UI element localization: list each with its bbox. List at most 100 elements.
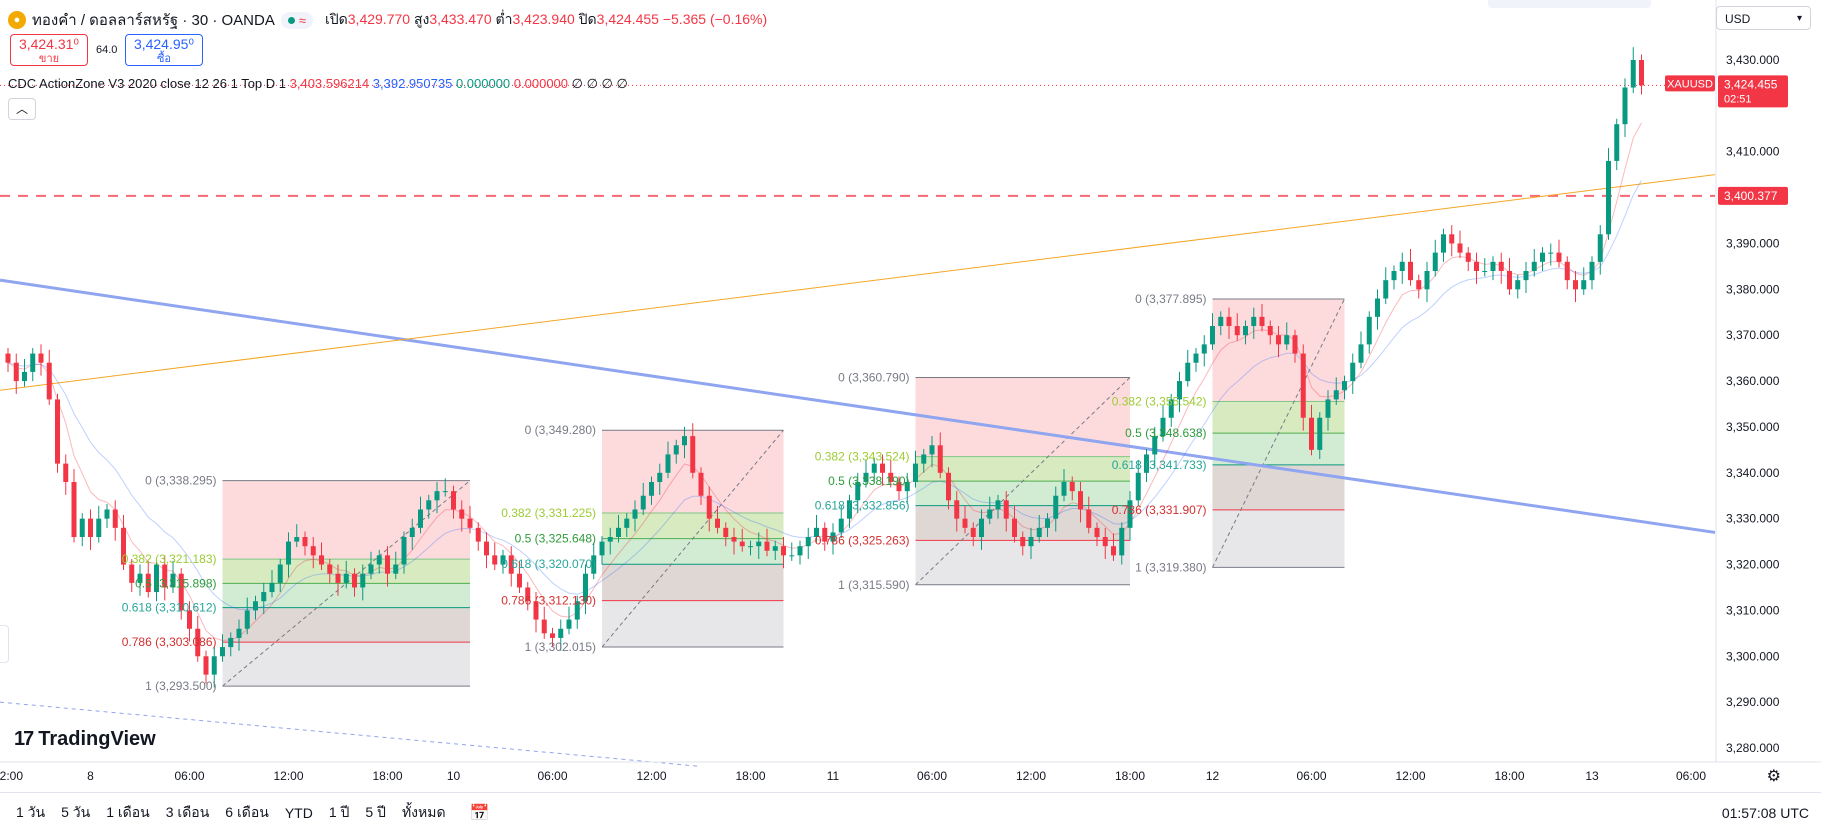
candle-body — [1160, 417, 1166, 437]
candle-body — [1556, 252, 1562, 262]
candle-body — [1218, 316, 1224, 327]
time-tick-label: 06:00 — [917, 769, 947, 783]
candle-body — [434, 491, 440, 501]
candle-body — [1193, 353, 1199, 363]
candle-body — [88, 518, 93, 538]
candle-body — [170, 573, 176, 588]
candle-body — [22, 371, 27, 382]
candle-body — [1325, 399, 1331, 418]
fib-level-label: 0.618 (3,332.856) — [815, 499, 910, 513]
symbol-title[interactable]: ทองคำ / ดอลลาร์สหรัฐ · 30 · OANDA — [32, 12, 275, 29]
candle-body — [640, 495, 646, 510]
sell-button[interactable]: 3,424.31⁰ ขาย — [10, 34, 88, 66]
fib-level-label: 0 (3,349.280) — [525, 423, 596, 437]
calendar-goto-icon[interactable]: 📅 — [469, 805, 490, 822]
candle-body — [1564, 261, 1570, 281]
utc-clock[interactable]: 01:57:08 UTC — [1721, 805, 1809, 821]
fib-level-label: 0.786 (3,303.086) — [122, 635, 217, 649]
settings-gear-icon[interactable]: ⚙ — [1766, 768, 1781, 785]
candle-body — [1177, 381, 1182, 400]
market-status-pill[interactable]: ≈ — [280, 11, 313, 29]
change-value: −5.365 (−0.16%) — [662, 11, 768, 27]
candle-body — [38, 353, 44, 363]
candle-body — [1094, 527, 1100, 538]
candle-body — [1069, 481, 1075, 492]
candle-body — [1391, 270, 1397, 281]
range-ytd-button[interactable]: YTD — [284, 805, 313, 821]
candle-body — [723, 527, 729, 538]
candle-body — [1276, 335, 1281, 345]
candle-body — [888, 472, 894, 482]
candle-body — [467, 518, 473, 528]
candle-body — [871, 463, 877, 473]
candle-body — [442, 491, 448, 493]
candle-body — [401, 537, 407, 565]
fib-zone-382 — [915, 456, 1130, 482]
time-tick-label: 12 — [1206, 769, 1220, 783]
range-3m-button[interactable]: 3 เดือน — [165, 804, 210, 820]
fib-level-label: 0.382 (3,331.225) — [501, 506, 596, 520]
candle-body — [1441, 234, 1446, 253]
fib-level-label: 0.618 (3,341.733) — [1112, 458, 1207, 472]
time-tick-label: 12:00 — [1395, 769, 1425, 783]
candle-body — [847, 500, 852, 519]
market-status-label: ≈ — [298, 12, 306, 28]
currency-select[interactable]: USD ▾ — [1716, 6, 1811, 30]
candle-body — [30, 353, 36, 372]
high-value: 3,433.470 — [429, 11, 492, 27]
time-tick-label: 12:00 — [636, 769, 666, 783]
candle-body — [814, 527, 819, 538]
candle-body — [517, 573, 522, 588]
candle-body — [739, 541, 745, 547]
candle-body — [1309, 417, 1314, 450]
candle-body — [863, 472, 869, 482]
candle-body — [1375, 298, 1380, 317]
fib-zone-786 — [1212, 509, 1345, 568]
candle-body — [1639, 60, 1644, 86]
candle-body — [1036, 527, 1042, 538]
candle-body — [96, 518, 102, 538]
candle-body — [211, 656, 217, 675]
range-1y-button[interactable]: 1 ปี — [328, 804, 350, 820]
candle-body — [104, 509, 110, 519]
candle-body — [838, 518, 844, 533]
candle-body — [1606, 160, 1611, 235]
range-5y-button[interactable]: 5 ปี — [365, 804, 386, 820]
candle-body — [187, 610, 192, 629]
candle-body — [1358, 344, 1364, 363]
fib-level-label: 0.786 (3,312.130) — [501, 594, 596, 608]
candle-body — [327, 564, 333, 574]
range-5d-button[interactable]: 5 วัน — [61, 804, 91, 820]
candle-body — [1012, 518, 1017, 538]
sell-price: 3,424.31⁰ — [18, 36, 80, 52]
fib-level-label: 0.5 (3,338.190) — [828, 474, 909, 488]
candle-body — [1267, 326, 1273, 336]
candle-body — [1408, 261, 1413, 281]
close-label: ปิด — [578, 11, 597, 27]
tradingview-logo[interactable]: 17 TradingView — [14, 728, 156, 751]
indicator-legend[interactable]: CDC ActionZone V3 2020 close 12 26 1 Top… — [8, 76, 628, 92]
range-all-button[interactable]: ทั้งหมด — [401, 804, 446, 820]
top-drag-strip[interactable] — [1488, 0, 1651, 8]
range-6m-button[interactable]: 6 เดือน — [225, 804, 269, 820]
price-tick-label: 3,340.000 — [1726, 466, 1780, 480]
indicator-value-3: 0.000000 — [455, 76, 511, 91]
range-1d-button[interactable]: 1 วัน — [16, 804, 46, 820]
candle-body — [1540, 252, 1545, 262]
collapse-legend-button[interactable]: ︿ — [8, 98, 36, 120]
time-tick-label: 18:00 — [372, 769, 402, 783]
price-chart[interactable]: 0 (3,338.295) 0.382 (3,321.183) 0.5 (3,315… — [0, 0, 1821, 792]
left-panel-handle[interactable] — [0, 625, 9, 663]
candle-body — [286, 541, 291, 565]
candle-body — [616, 527, 621, 538]
candle-body — [632, 509, 638, 519]
candle-body — [253, 601, 258, 611]
candle-body — [1003, 500, 1009, 519]
range-1m-button[interactable]: 1 เดือน — [106, 804, 150, 820]
time-axis-layer: 12:00 8 06:00 12:00 18:00 10 06:00 12:00 18:00 11… — [0, 761, 1821, 783]
candle-body — [822, 527, 828, 542]
level-price-tag-value: 3,400.377 — [1724, 189, 1778, 203]
price-tick-label: 3,390.000 — [1726, 236, 1780, 250]
candle-body — [591, 555, 597, 574]
buy-button[interactable]: 3,424.95⁰ ซื้อ — [125, 34, 203, 66]
